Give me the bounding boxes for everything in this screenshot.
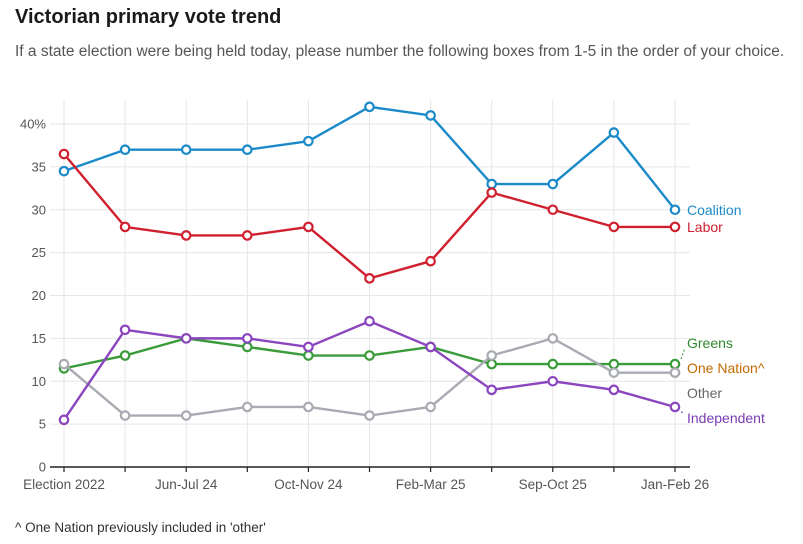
label-leader-independent <box>680 411 686 414</box>
y-tick-label: 5 <box>39 417 46 432</box>
data-point-coalition <box>303 135 314 147</box>
x-tick-label: Feb-Mar 25 <box>396 477 466 492</box>
data-point-labor <box>486 187 497 198</box>
data-point-coalition <box>180 144 192 156</box>
data-point-other <box>242 401 253 413</box>
series-layer <box>58 101 681 426</box>
data-point-coalition <box>364 101 375 113</box>
data-point-coalition <box>119 144 131 156</box>
data-point-coalition <box>547 178 559 190</box>
data-point-greens <box>547 358 559 370</box>
series-label-coalition: Coalition <box>687 202 741 218</box>
data-point-independent <box>58 414 70 426</box>
data-point-greens <box>303 350 314 361</box>
x-tick-label: Jan-Feb 26 <box>641 477 709 492</box>
y-tick-label: 35 <box>32 159 46 174</box>
data-point-other <box>119 410 131 421</box>
data-point-other <box>364 410 375 421</box>
data-point-greens <box>669 358 681 370</box>
data-point-independent <box>547 375 559 387</box>
data-point-coalition <box>242 144 253 156</box>
data-point-other <box>669 367 681 378</box>
chart-title: Victorian primary vote trend <box>15 6 282 28</box>
data-point-coalition <box>486 178 497 190</box>
x-tick-label: Election 2022 <box>23 477 105 492</box>
data-point-greens <box>119 350 131 361</box>
data-point-labor <box>242 230 253 241</box>
data-point-other <box>425 401 436 413</box>
data-point-labor <box>547 204 559 216</box>
data-point-other <box>608 367 620 378</box>
data-point-greens <box>608 358 620 370</box>
y-tick-label: 25 <box>32 245 46 260</box>
data-point-labor <box>364 273 375 284</box>
y-tick-label: 30 <box>32 202 46 217</box>
data-point-labor <box>425 255 436 267</box>
label-leader-greens <box>680 347 686 360</box>
data-point-independent <box>669 401 681 413</box>
data-point-labor <box>303 221 314 233</box>
data-point-greens <box>486 358 497 370</box>
data-point-independent <box>486 384 497 396</box>
data-point-labor <box>608 221 620 233</box>
data-point-other <box>486 350 497 361</box>
data-point-greens <box>242 341 253 353</box>
x-tick-label: Oct-Nov 24 <box>274 477 343 492</box>
y-tick-label: 20 <box>32 288 46 303</box>
y-tick-label: 40% <box>20 117 46 132</box>
data-point-other <box>303 401 314 413</box>
data-point-other <box>547 333 559 344</box>
data-point-other <box>180 410 192 421</box>
data-point-coalition <box>608 127 620 138</box>
series-label-greens: Greens <box>687 335 733 351</box>
series-label-one-nation: One Nation^ <box>687 360 765 376</box>
data-point-independent <box>119 324 131 336</box>
x-tick-label: Sep-Oct 25 <box>519 477 587 492</box>
chart-subtitle: If a state election were being held toda… <box>15 43 785 60</box>
data-point-labor <box>119 221 131 233</box>
data-point-independent <box>425 341 436 353</box>
data-point-independent <box>242 333 253 344</box>
data-point-labor <box>669 221 681 233</box>
x-tick-label: Jun-Jul 24 <box>155 477 218 492</box>
data-point-labor <box>180 230 192 241</box>
y-tick-label: 0 <box>39 460 46 475</box>
data-point-independent <box>364 315 375 327</box>
data-point-independent <box>303 341 314 353</box>
series-label-labor: Labor <box>687 219 723 235</box>
series-label-independent: Independent <box>687 410 765 426</box>
footnote: ^ One Nation previously included in 'oth… <box>15 520 266 535</box>
data-point-labor <box>58 148 70 160</box>
y-tick-label: 10 <box>32 374 46 389</box>
data-point-coalition <box>58 165 70 177</box>
data-point-independent <box>608 384 620 396</box>
data-point-other <box>58 358 70 370</box>
data-point-greens <box>364 350 375 361</box>
data-point-coalition <box>425 110 436 121</box>
data-point-coalition <box>669 204 681 216</box>
y-tick-label: 15 <box>32 331 46 346</box>
series-label-other: Other <box>687 385 722 401</box>
grid-layer <box>50 100 690 467</box>
axis-layer: 0 5 10 15 20 25 30 35 40% Election 2022 Jun-Jul 24… <box>20 117 709 493</box>
data-point-independent <box>180 333 192 344</box>
